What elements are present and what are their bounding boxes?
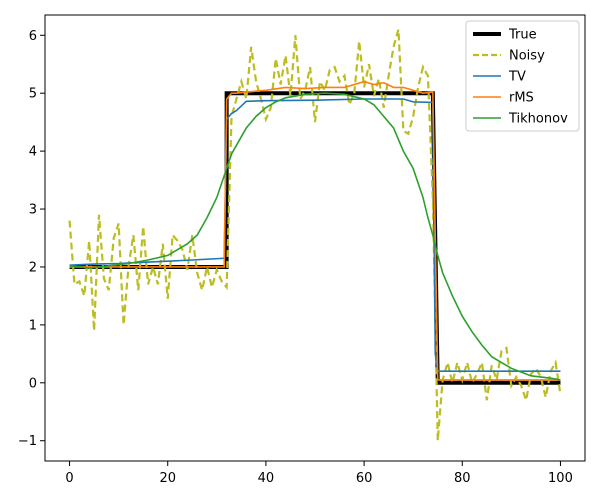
legend-label-noisy: Noisy (509, 49, 545, 64)
x-axis: 0 20 40 60 80 100 (65, 461, 573, 486)
y-tick-label: 1 (29, 318, 37, 333)
y-tick-label: 4 (29, 145, 37, 160)
y-tick-label: 5 (29, 87, 37, 102)
y-tick-label: 6 (29, 29, 37, 44)
x-tick-label: 60 (356, 471, 373, 486)
series-line-noisy (68, 29, 562, 441)
plot-lines (68, 29, 562, 441)
legend-label-tikhonov: Tikhonov (508, 112, 568, 127)
x-tick-label: 80 (454, 471, 471, 486)
series-line-rms (69, 80, 561, 381)
x-tick-label: 0 (65, 471, 73, 486)
x-tick-label: 40 (258, 471, 275, 486)
legend-label-tv: TV (508, 70, 526, 85)
legend-label-rms: rMS (509, 91, 534, 106)
y-axis: −1 0 1 2 3 4 5 6 (18, 29, 45, 449)
y-tick-label: 2 (29, 260, 37, 275)
series-line-tv (69, 98, 561, 373)
y-tick-label: 3 (29, 203, 37, 218)
x-tick-label: 20 (159, 471, 176, 486)
series-line-tikhonov (69, 92, 561, 381)
y-tick-label: 0 (29, 376, 37, 391)
legend-label-true: True (508, 28, 537, 43)
x-tick-label: 100 (548, 471, 573, 486)
legend: True Noisy TV rMS Tikhonov (465, 20, 580, 132)
plot-frame (44, 14, 586, 462)
legend-box (465, 20, 580, 132)
y-tick-label: −1 (18, 434, 37, 449)
